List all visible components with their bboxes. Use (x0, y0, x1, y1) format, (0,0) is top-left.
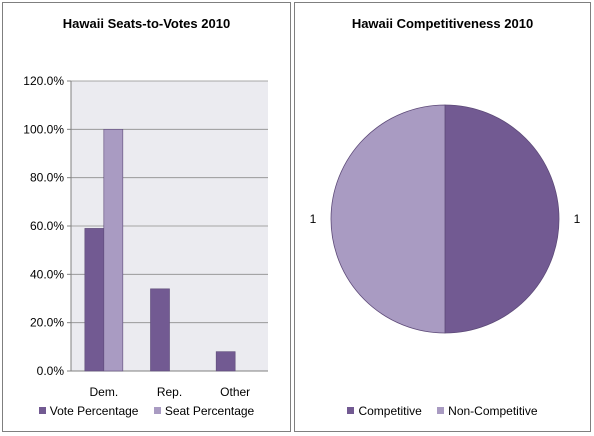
y-tick-label: 80.0% (30, 171, 64, 185)
pie-data-label: 1 (574, 212, 581, 226)
y-tick-label: 100.0% (23, 122, 64, 136)
bar-vote (84, 228, 105, 372)
pie-chart-plot: 11 (310, 104, 581, 334)
legend-label-competitive: Competitive (358, 404, 422, 418)
y-tick-label: 20.0% (30, 316, 64, 330)
bar-chart-plot: 0.0% 20.0% 40.0% 60.0% 80.0% 100.0% 120.0% Dem.… (23, 74, 268, 399)
bar-chart-legend: Vote Percentage Seat Percentage (3, 404, 290, 418)
bar-chart-title: Hawaii Seats-to-Votes 2010 (62, 16, 231, 31)
pie-slice-competitive (444, 104, 560, 334)
legend-item-vote: Vote Percentage (38, 404, 139, 418)
legend-item-competitive: Competitive (347, 404, 422, 418)
seats-to-votes-chart: Hawaii Seats-to-Votes 2010 0.0% 20.0% 40.0… (2, 2, 291, 432)
y-tick-label: 0.0% (37, 364, 65, 378)
legend-item-noncompetitive: Non-Competitive (437, 404, 538, 418)
bar-vote (150, 288, 170, 372)
legend-label-vote: Vote Percentage (49, 404, 139, 418)
pie-chart-title: Hawaii Competitiveness 2010 (351, 16, 534, 31)
legend-label-noncompetitive: Non-Competitive (448, 404, 538, 418)
pie-data-label: 1 (310, 212, 317, 226)
legend-label-seat: Seat Percentage (164, 404, 255, 418)
bar-vote (215, 351, 236, 372)
legend-swatch-seat (153, 407, 161, 414)
y-tick-label: 40.0% (30, 267, 64, 281)
pie-slice-noncompetitive (330, 104, 446, 334)
y-tick-label: 60.0% (30, 219, 64, 233)
x-category-label: Rep. (157, 385, 182, 399)
x-category-label: Other (220, 385, 250, 399)
legend-swatch-noncompetitive (437, 407, 445, 414)
pie-chart-legend: Competitive Non-Competitive (295, 404, 590, 418)
legend-swatch-competitive (347, 407, 355, 414)
x-category-label: Dem. (89, 385, 118, 399)
y-tick-label: 120.0% (23, 74, 64, 88)
legend-item-seat: Seat Percentage (153, 404, 255, 418)
legend-swatch-vote (38, 407, 46, 414)
bar-seat (103, 129, 124, 372)
